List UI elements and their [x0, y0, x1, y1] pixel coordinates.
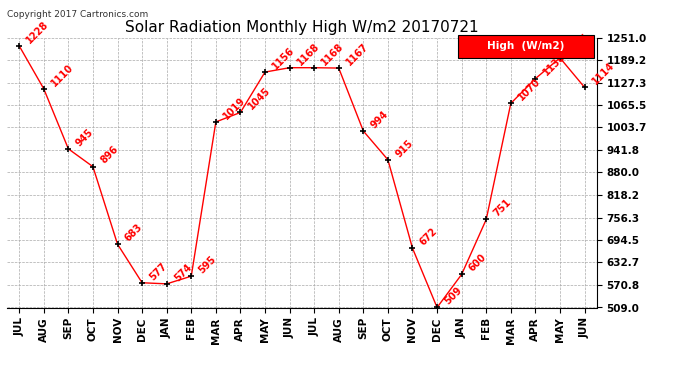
Text: 1228: 1228 — [25, 19, 51, 45]
Text: 574: 574 — [172, 262, 194, 283]
Text: 1156: 1156 — [270, 45, 297, 71]
Text: 1045: 1045 — [246, 86, 272, 112]
Text: 751: 751 — [492, 197, 513, 219]
Text: Copyright 2017 Cartronics.com: Copyright 2017 Cartronics.com — [7, 10, 148, 19]
Text: 1167: 1167 — [344, 41, 371, 67]
Text: 1110: 1110 — [49, 62, 75, 88]
Text: 1195: 1195 — [566, 31, 592, 57]
Text: 595: 595 — [197, 254, 218, 275]
Text: 509: 509 — [442, 285, 464, 307]
Text: 577: 577 — [148, 261, 169, 282]
Text: 1168: 1168 — [295, 40, 322, 67]
Title: Solar Radiation Monthly High W/m2 20170721: Solar Radiation Monthly High W/m2 201707… — [125, 20, 479, 35]
Text: 1019: 1019 — [221, 95, 248, 121]
Text: 600: 600 — [467, 252, 489, 274]
Text: 994: 994 — [369, 109, 391, 130]
FancyBboxPatch shape — [458, 35, 594, 58]
Text: 672: 672 — [418, 226, 440, 248]
Text: 1070: 1070 — [516, 76, 542, 103]
Text: 896: 896 — [99, 144, 120, 166]
Text: 915: 915 — [393, 138, 415, 159]
Text: 1138: 1138 — [541, 52, 567, 78]
Text: 1114: 1114 — [590, 60, 616, 87]
Text: High  (W/m2): High (W/m2) — [487, 41, 564, 51]
Text: 1168: 1168 — [319, 40, 346, 67]
Text: 683: 683 — [123, 222, 144, 243]
Text: 945: 945 — [74, 127, 95, 148]
